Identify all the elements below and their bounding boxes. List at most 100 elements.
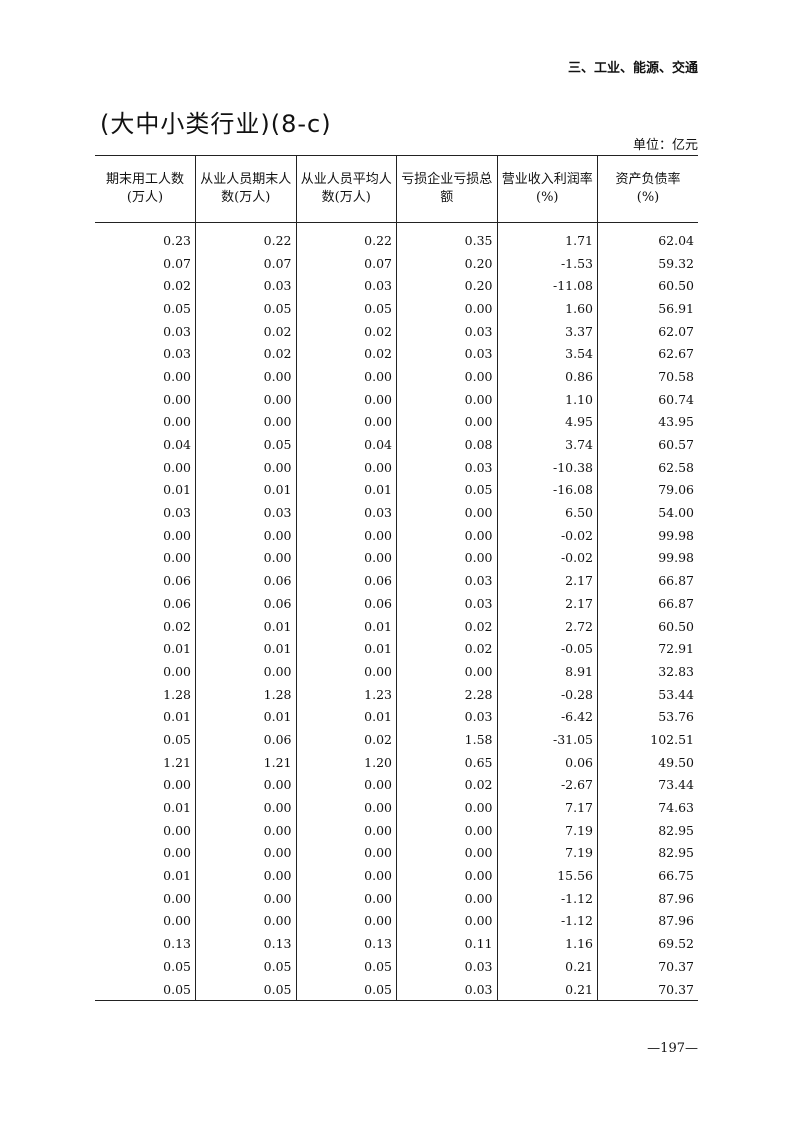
table-cell: 0.03	[295, 501, 397, 524]
table-cell: 60.57	[597, 433, 698, 456]
table-row: 0.05 0.05 0.05 0.03 0.21 70.37	[95, 955, 698, 978]
table-cell: 87.96	[597, 886, 698, 910]
table-cell: 0.00	[195, 864, 296, 887]
table-row: 0.05 0.05 0.05 0.00 1.60 56.91	[95, 297, 698, 320]
table-cell: 0.03	[195, 274, 296, 298]
table-cell: 0.00	[195, 773, 296, 797]
table-cell: 0.00	[295, 841, 397, 865]
column-header-line1: 期末用工人数	[105, 172, 184, 187]
table-cell: 0.20	[396, 274, 497, 298]
table-cell: 0.00	[295, 410, 397, 434]
table-cell: 0.00	[396, 297, 497, 320]
table-cell: 0.00	[195, 523, 296, 547]
table-cell: 0.00	[295, 796, 397, 819]
table-cell: 0.00	[396, 387, 497, 411]
table-cell: 2.17	[496, 592, 598, 615]
table-cell: 0.05	[295, 977, 397, 1002]
table-cell: 0.00	[195, 796, 296, 819]
table-cell: 0.02	[195, 319, 296, 343]
table-row: 0.04 0.05 0.04 0.08 3.74 60.57	[95, 433, 698, 456]
table-cell: 0.00	[396, 660, 497, 683]
table-cell: 0.01	[195, 705, 296, 729]
table-cell: 0.00	[295, 523, 397, 547]
column-header-line2: (万人)	[126, 190, 164, 205]
column-header: 亏损企业亏损总额	[396, 155, 497, 223]
table-row: 0.01 0.01 0.01 0.03 -6.42 53.76	[95, 705, 698, 729]
table-cell: 0.21	[496, 955, 598, 978]
table-row: 0.00 0.00 0.00 0.00 -0.02 99.98	[95, 523, 698, 547]
table-cell: 66.87	[597, 592, 698, 615]
table-cell: 0.02	[396, 773, 497, 797]
table-row: 0.23 0.22 0.22 0.35 1.71 62.04	[95, 222, 698, 252]
table-cell: 0.01	[195, 637, 296, 661]
table-row: 1.28 1.28 1.23 2.28 -0.28 53.44	[95, 682, 698, 706]
table-cell: 0.00	[396, 818, 497, 842]
table-cell: 0.01	[295, 614, 397, 638]
table-row: 0.00 0.00 0.00 0.00 -1.12 87.96	[95, 886, 698, 910]
column-header: 资产负债率 (%)	[597, 155, 698, 223]
table-row: 0.00 0.00 0.00 0.03 -10.38 62.58	[95, 455, 698, 479]
table-cell: 0.05	[295, 297, 397, 320]
table-cell: 0.11	[396, 932, 497, 955]
column-header-line1: 亏损企业亏损总	[401, 172, 493, 187]
table-row: 0.00 0.00 0.00 0.00 4.95 43.95	[95, 410, 698, 434]
table-cell: 0.05	[195, 955, 296, 978]
table-cell: 87.96	[597, 909, 698, 933]
table-cell: -1.12	[496, 886, 598, 910]
table-cell: 0.01	[295, 637, 397, 661]
table-cell: 0.03	[396, 592, 497, 615]
table-cell: 7.19	[496, 818, 598, 842]
table-cell: 0.00	[163, 527, 191, 543]
table-cell: 0.00	[396, 841, 497, 865]
table-cell: 0.01	[163, 641, 191, 657]
table-cell: 0.00	[396, 864, 497, 887]
table-cell: 0.00	[295, 773, 397, 797]
table-cell: 0.01	[163, 482, 191, 498]
column-header: 期末用工人数 (万人)	[95, 155, 196, 223]
table-row: 0.03 0.03 0.03 0.00 6.50 54.00	[95, 501, 698, 524]
table-cell: -0.02	[496, 523, 598, 547]
table-cell: 0.00	[295, 455, 397, 479]
table-cell: 0.06	[195, 569, 296, 592]
table-cell: 1.23	[295, 682, 397, 706]
header-row: 期末用工人数 (万人) 从业人员期末人 数(万人) 从业人员平均人 数(万人) 亏损企业亏损…	[95, 155, 698, 223]
table-cell: 62.58	[597, 455, 698, 479]
table-cell: 0.06	[295, 569, 397, 592]
column-header-line2: 额	[440, 190, 454, 205]
table-cell: 0.01	[195, 478, 296, 502]
table-row: 0.00 0.00 0.00 0.00 -0.02 99.98	[95, 546, 698, 570]
table-cell: 0.21	[496, 977, 598, 1002]
table-cell: 0.06	[496, 750, 598, 774]
table-cell: 70.37	[597, 977, 698, 1002]
table-cell: 0.00	[295, 546, 397, 570]
table-body: 0.23 0.22 0.22 0.35 1.71 62.04 0.07 0.07 0.07 0.2…	[95, 222, 698, 1002]
table-row: 0.02 0.01 0.01 0.02 2.72 60.50	[95, 614, 698, 638]
table-cell: 0.03	[396, 955, 497, 978]
table-cell: 70.58	[597, 365, 698, 388]
column-header-line2: 数(万人)	[321, 190, 371, 205]
table-cell: -0.28	[496, 682, 598, 706]
table-cell: 0.04	[295, 433, 397, 456]
table-cell: 66.75	[597, 864, 698, 887]
table-row: 0.06 0.06 0.06 0.03 2.17 66.87	[95, 592, 698, 615]
section-header: 三、工业、能源、交通	[567, 61, 698, 76]
table-cell: 7.17	[496, 796, 598, 819]
table-cell: 0.35	[396, 222, 497, 252]
table-cell: 0.01	[195, 614, 296, 638]
table-cell: -1.12	[496, 909, 598, 933]
table-cell: 0.03	[295, 274, 397, 298]
page-number: —197—	[647, 1041, 698, 1056]
table-cell: 0.05	[95, 977, 196, 1002]
table-cell: 0.06	[195, 592, 296, 615]
table-cell: 1.21	[163, 754, 191, 770]
table-cell: 60.74	[597, 387, 698, 411]
column-header-line1: 从业人员期末人	[200, 172, 292, 187]
table-cell: 0.20	[396, 251, 497, 275]
table-cell: 59.32	[597, 251, 698, 275]
table-cell: 0.03	[396, 319, 497, 343]
table-cell: -6.42	[496, 705, 598, 729]
column-header-line2: (%)	[536, 190, 559, 205]
table-cell: 79.06	[597, 478, 698, 502]
table-cell: 0.00	[295, 365, 397, 388]
table-cell: 70.37	[597, 955, 698, 978]
